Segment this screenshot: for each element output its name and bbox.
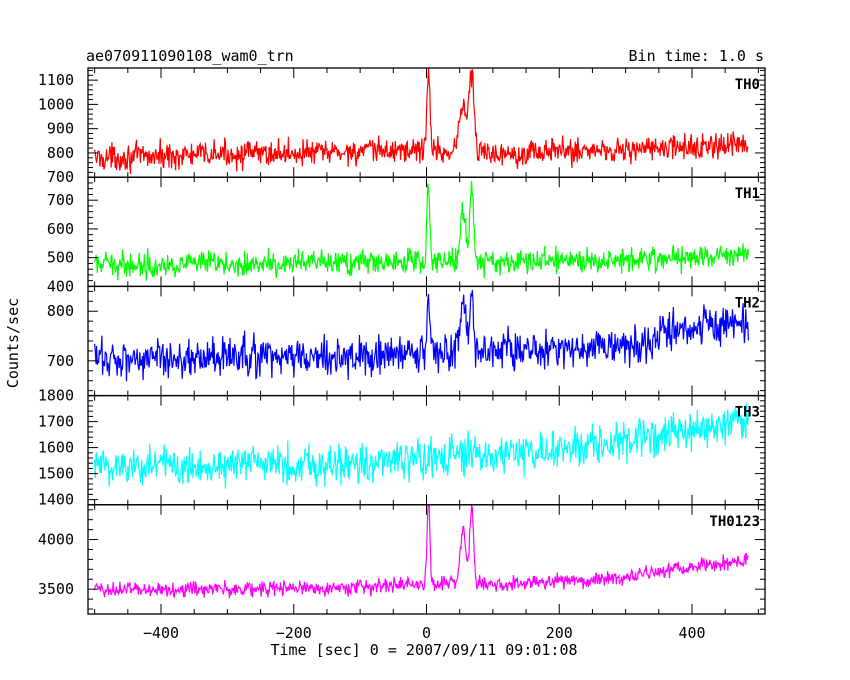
y-tick-label: 1500 (38, 465, 74, 483)
y-tick-label: 3500 (38, 580, 74, 598)
y-tick-label: 4000 (38, 531, 74, 549)
panel-label-th2: TH2 (735, 295, 760, 311)
y-tick-label: 1100 (38, 71, 74, 89)
series-line-th0 (94, 68, 749, 175)
y-tick-label: 700 (47, 168, 74, 186)
panel-th2: 700 800 TH2 (47, 285, 766, 397)
y-tick-label: 700 (47, 191, 74, 209)
panel-label-th1: TH1 (735, 186, 760, 202)
series-line-th0123 (94, 504, 749, 599)
panel-label-th3: TH3 (735, 405, 760, 421)
panel-label-th0123: TH0123 (709, 514, 760, 530)
y-axis-label: Counts/sec (4, 298, 22, 388)
y-tick-label: 700 (47, 352, 74, 370)
panel-th0: 700 800 900 1000 1100 TH0 (38, 67, 766, 186)
series-line-th3 (94, 402, 749, 489)
y-tick-label: 1800 (38, 387, 74, 405)
y-tick-label: 400 (47, 277, 74, 295)
plot-title: ae070911090108_wam0_trn (86, 47, 294, 65)
panel-th3: 1400 1500 1600 1700 1800 TH3 (38, 387, 766, 509)
y-tick-label: 900 (47, 120, 74, 138)
panel-th1: 400 500 600 700 TH1 (47, 176, 766, 295)
bin-time-label: Bin time: 1.0 s (629, 47, 764, 65)
y-tick-label: 800 (47, 144, 74, 162)
y-tick-label: 600 (47, 220, 74, 238)
x-axis: −400 −200 0 200 400 (143, 624, 706, 642)
x-tick-label: −200 (276, 624, 312, 642)
x-tick-label: 400 (678, 624, 705, 642)
x-axis-label: Time [sec] 0 = 2007/09/11 09:01:08 (270, 641, 577, 659)
y-tick-label: 1000 (38, 95, 74, 113)
y-tick-label: 1600 (38, 439, 74, 457)
y-tick-label: 500 (47, 249, 74, 267)
y-tick-label: 800 (47, 302, 74, 320)
y-tick-label: 1400 (38, 491, 74, 509)
panel-th0123: 3500 4000 TH0123 (38, 504, 766, 615)
x-tick-label: 0 (422, 624, 431, 642)
y-tick-label: 1700 (38, 413, 74, 431)
panel-label-th0: TH0 (735, 77, 760, 93)
series-line-th1 (94, 180, 749, 281)
x-tick-label: 200 (546, 624, 573, 642)
x-tick-label: −400 (143, 624, 179, 642)
chart-panels: 700 800 900 1000 1100 TH0 400 500 600 700 TH1 700 80… (38, 67, 766, 615)
series-line-th2 (94, 289, 749, 382)
